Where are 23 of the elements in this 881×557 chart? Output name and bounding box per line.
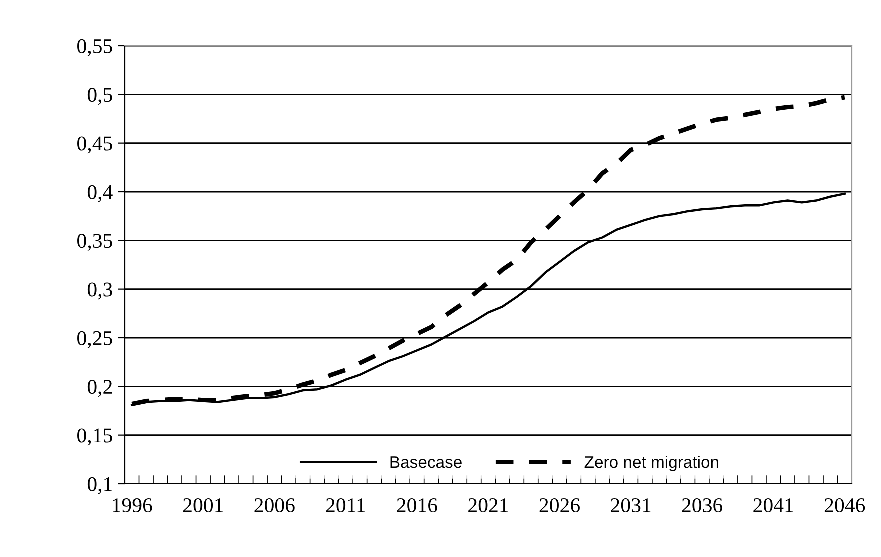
x-tick-label: 2006	[254, 498, 295, 513]
legend-label: Zero net migration	[584, 456, 718, 472]
x-tick-label: 2016	[397, 498, 438, 513]
x-tick-label: 2046	[824, 498, 866, 513]
x-tick-label: 2036	[682, 498, 723, 513]
y-tick-label: 0,5	[88, 88, 112, 106]
y-tick-label: 0,1	[88, 477, 112, 494]
y-tick-label: 0,15	[78, 428, 112, 446]
legend-label: Basecase	[390, 456, 462, 468]
x-tick-label: 2021	[468, 498, 508, 513]
x-tick-label: 2011	[326, 498, 366, 513]
x-tick-label: 2001	[183, 498, 223, 513]
x-tick-label: 1996	[113, 498, 152, 513]
x-tick-label: 2041	[754, 498, 794, 513]
x-tick-label: 2026	[540, 498, 580, 513]
y-tick-label: 0,45	[78, 136, 112, 154]
y-tick-label: 0,3	[88, 282, 112, 300]
y-tick-label: 0,25	[78, 331, 112, 348]
y-tick-label: 0,35	[78, 234, 112, 252]
x-tick-label: 2031	[611, 498, 651, 513]
y-tick-label: 0,2	[88, 380, 112, 398]
y-tick-label: 0,4	[88, 185, 113, 202]
y-tick-label: 0,55	[78, 39, 112, 56]
